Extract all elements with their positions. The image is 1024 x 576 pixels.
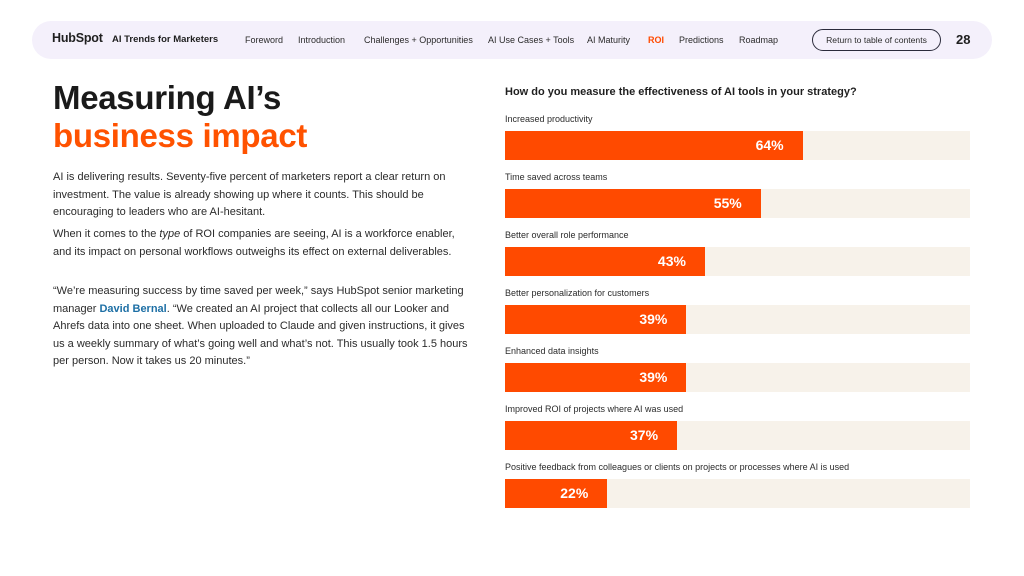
bar-fill xyxy=(505,189,761,218)
nav-link-introduction[interactable]: Introduction xyxy=(298,35,346,45)
bar-fill xyxy=(505,131,803,160)
nav-link-ai-use-cases[interactable]: AI Use Cases + Tools xyxy=(488,35,575,45)
bar-value-label: 55% xyxy=(713,195,742,211)
bar-category-label: Better personalization for customers xyxy=(505,288,650,298)
bar-fill xyxy=(505,479,608,508)
bar-fill xyxy=(505,363,687,392)
page-title: Measuring AI’s business impact xyxy=(53,79,307,155)
bar-fill xyxy=(505,421,678,450)
p3-text-b: . “We created an AI project that collect… xyxy=(53,302,468,368)
bar-value-label: 39% xyxy=(639,311,668,327)
bar-category-label: Improved ROI of projects where AI was us… xyxy=(505,404,684,414)
bar-category-label: Increased productivity xyxy=(505,114,593,124)
title-line-1: Measuring AI’s xyxy=(53,79,282,116)
bar-value-label: 37% xyxy=(630,427,659,443)
paragraph-intro: AI is delivering results. Seventy-five p… xyxy=(53,171,446,218)
page-number: 28 xyxy=(956,32,971,47)
top-nav: HubSpot AI Trends for Marketers Foreword… xyxy=(32,21,992,59)
bar-category-label: Time saved across teams xyxy=(505,172,608,182)
bar-category-label: Positive feedback from colleagues or cli… xyxy=(505,462,850,472)
nav-link-challenges[interactable]: Challenges + Opportunities xyxy=(364,35,473,45)
paragraph-roi-type: When it comes to the type of ROI compani… xyxy=(53,226,473,261)
logo-text: HubSpot xyxy=(52,31,103,45)
chart-title: How do you measure the effectiveness of … xyxy=(505,86,857,98)
nav-link-predictions[interactable]: Predictions xyxy=(679,35,724,45)
effectiveness-bar-chart: How do you measure the effectiveness of … xyxy=(505,86,971,516)
p3-text-a: “We’re measuring success by time saved p… xyxy=(53,285,464,315)
nav-link-roadmap[interactable]: Roadmap xyxy=(739,35,779,45)
bar-fill xyxy=(505,305,687,334)
bar-value-label: 64% xyxy=(755,137,784,153)
report-title: AI Trends for Marketers xyxy=(112,34,219,45)
bar-track: 39% xyxy=(505,363,970,392)
bar-track: 37% xyxy=(505,421,970,450)
return-to-toc-button[interactable]: Return to table of contents xyxy=(812,29,941,51)
bar-track: 39% xyxy=(505,305,970,334)
person-name-link[interactable]: David Bernal xyxy=(99,302,167,315)
hubspot-logo[interactable]: HubSpot xyxy=(52,31,103,45)
bar-fill xyxy=(505,247,705,276)
p2-text-a: When it comes to the xyxy=(53,228,160,240)
nav-link-roi[interactable]: ROI xyxy=(648,35,665,45)
nav-link-ai-maturity[interactable]: AI Maturity xyxy=(587,35,631,45)
bar-value-label: 39% xyxy=(639,369,668,385)
p2-text-b: of ROI companies are seeing, AI is a wor… xyxy=(53,228,455,258)
paragraph-quote: “We’re measuring success by time saved p… xyxy=(53,283,473,371)
p2-emphasis: type xyxy=(159,228,181,240)
bar-category-label: Enhanced data insights xyxy=(505,346,599,356)
bar-value-label: 22% xyxy=(560,485,589,501)
bar-track: 43% xyxy=(505,247,970,276)
bar-category-label: Better overall role performance xyxy=(505,230,629,240)
nav-link-foreword[interactable]: Foreword xyxy=(245,35,284,45)
title-line-2: business impact xyxy=(53,117,308,154)
bar-value-label: 43% xyxy=(657,253,686,269)
bar-track: 64% xyxy=(505,131,970,160)
bar-track: 55% xyxy=(505,189,970,218)
bar-track: 22% xyxy=(505,479,970,508)
